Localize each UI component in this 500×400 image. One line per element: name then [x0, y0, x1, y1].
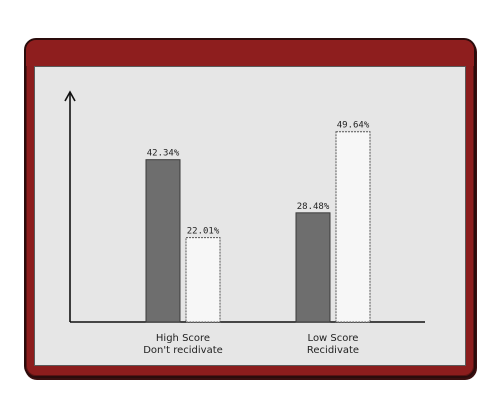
y-axis-arrow	[64, 90, 76, 102]
value-label-s0-c0: 42.34%	[147, 149, 180, 159]
chart-window	[24, 38, 476, 378]
bar-s0-c0	[145, 159, 181, 323]
category-label-1-line0: Low Score	[308, 333, 359, 344]
category-label-1-line1: Recidivate	[307, 345, 359, 356]
bar-s0-c1	[295, 212, 331, 323]
value-label-s1-c1: 49.64%	[337, 121, 370, 131]
category-label-0-line0: High Score	[156, 333, 210, 344]
category-label-0-line1: Don't recidivate	[143, 345, 223, 356]
value-label-s1-c0: 22.01%	[187, 227, 220, 237]
bar-s1-c1	[335, 131, 371, 323]
chart-panel	[34, 66, 466, 366]
bar-s1-c0	[185, 237, 221, 323]
window-titlebar	[26, 40, 474, 66]
value-label-s0-c1: 28.48%	[297, 202, 330, 212]
